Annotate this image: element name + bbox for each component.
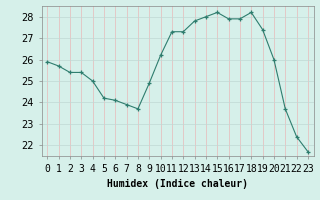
X-axis label: Humidex (Indice chaleur): Humidex (Indice chaleur) <box>107 179 248 189</box>
